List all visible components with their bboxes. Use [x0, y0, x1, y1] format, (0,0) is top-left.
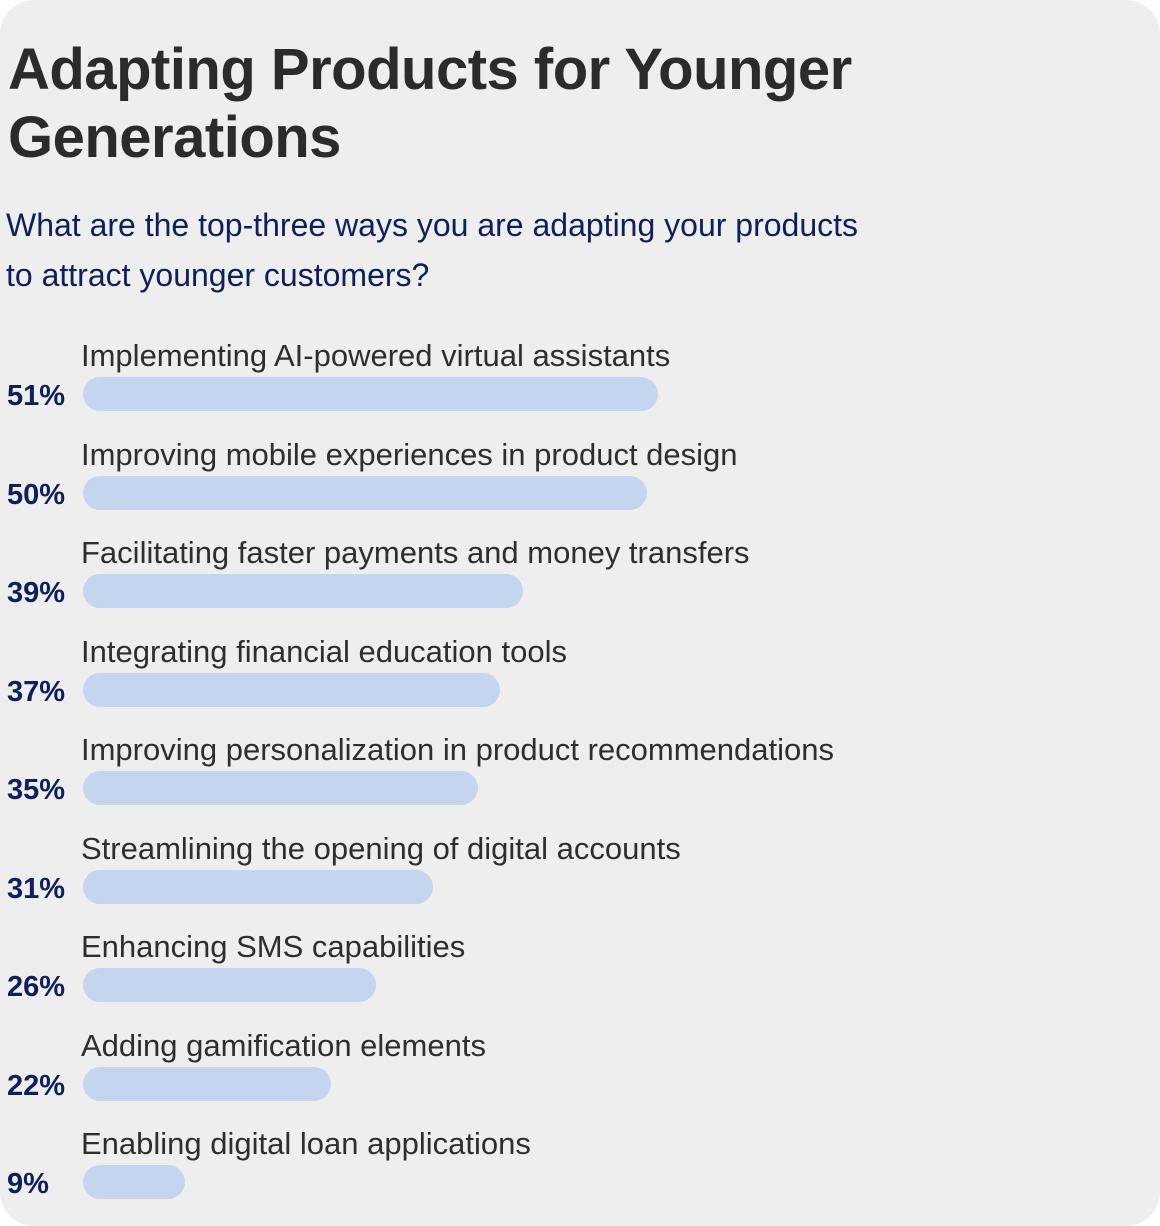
category-label: Adding gamification elements	[81, 1027, 486, 1063]
bar	[83, 672, 500, 707]
category-label: Improving personalization in product rec…	[81, 732, 835, 767]
value-label: 26%	[7, 971, 66, 1003]
bar	[83, 574, 523, 608]
bar-row: Enhancing SMS capabilities 26%	[0, 921, 1160, 1019]
bar-row: Improving personalization in product rec…	[0, 724, 1160, 822]
bar-row: Adding gamification elements 22%	[0, 1020, 1160, 1118]
bar	[83, 475, 647, 510]
category-label: Facilitating faster payments and money t…	[81, 535, 750, 570]
bar	[83, 869, 433, 904]
category-label: Implementing AI-powered virtual assistan…	[81, 338, 671, 373]
bar-chart: Implementing AI-powered virtual assistan…	[0, 330, 1160, 1220]
chart-subtitle: What are the top-three ways you are adap…	[6, 207, 859, 293]
category-label: Enhancing SMS capabilities	[81, 929, 466, 964]
category-label: Streamlining the opening of digital acco…	[81, 830, 681, 866]
bar	[83, 1066, 331, 1101]
bar-row: Streamlining the opening of digital acco…	[0, 823, 1160, 921]
bar	[83, 968, 376, 1002]
bar	[83, 377, 658, 411]
value-label: 39%	[7, 577, 66, 609]
bar-row: Integrating financial education tools 37%	[0, 626, 1160, 724]
bar	[83, 1165, 185, 1199]
value-label: 37%	[7, 675, 66, 708]
bar-row: Implementing AI-powered virtual assistan…	[0, 330, 1160, 428]
category-label: Enabling digital loan applications	[81, 1126, 531, 1161]
chart-title: Adapting Products for Younger Generation…	[8, 37, 852, 170]
bar-row: Enabling digital loan applications 9%	[0, 1118, 1160, 1216]
bar	[83, 771, 478, 805]
value-label: 51%	[7, 380, 66, 412]
value-label: 22%	[7, 1069, 66, 1102]
category-label: Integrating financial education tools	[81, 633, 567, 669]
bar-row: Improving mobile experiences in product …	[0, 429, 1160, 527]
value-label: 50%	[7, 478, 66, 511]
bar-row: Facilitating faster payments and money t…	[0, 527, 1160, 625]
value-label: 31%	[7, 872, 66, 905]
category-label: Improving mobile experiences in product …	[81, 436, 738, 472]
value-label: 35%	[7, 774, 66, 806]
value-label: 9%	[7, 1168, 49, 1200]
